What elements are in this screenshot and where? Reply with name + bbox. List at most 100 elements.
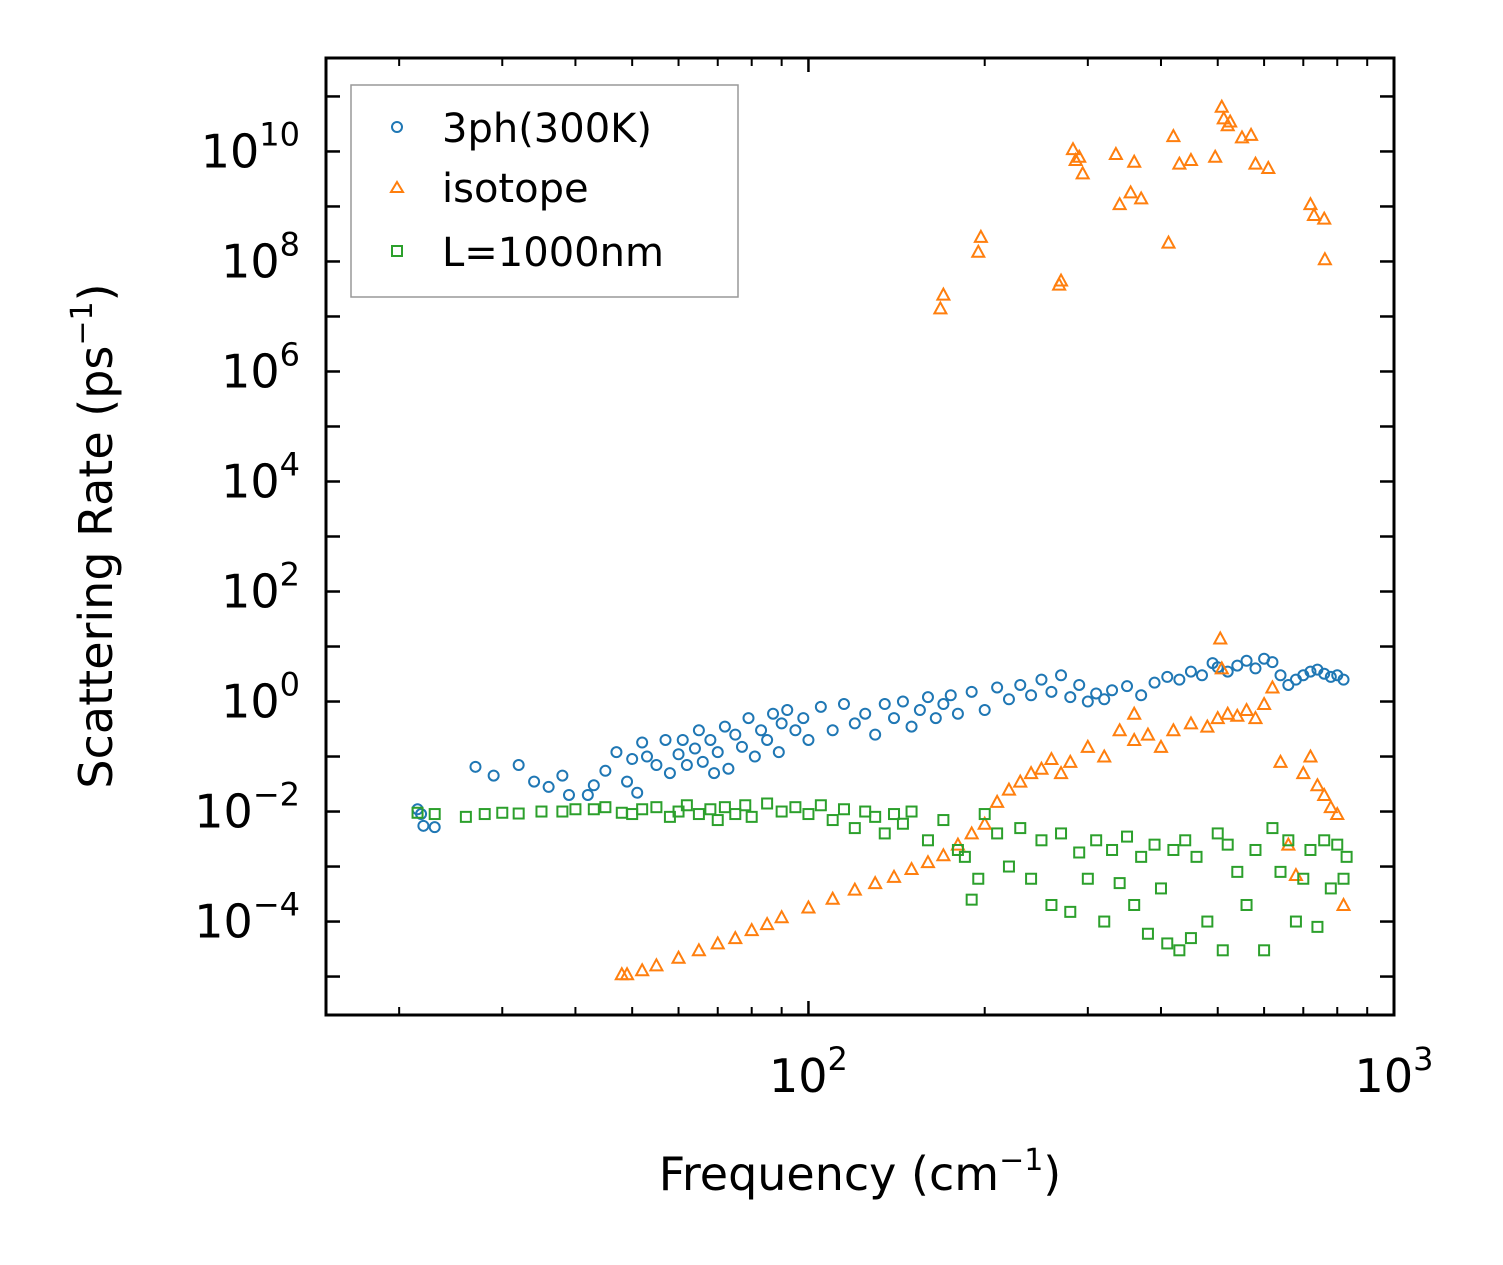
- data-point: [1055, 827, 1068, 840]
- data-point: [562, 788, 575, 801]
- data-point: [1207, 148, 1223, 163]
- data-point: [1165, 722, 1182, 737]
- data-point: [1190, 850, 1203, 863]
- data-point: [1126, 705, 1142, 720]
- data-point: [512, 807, 525, 820]
- data-point: [1231, 659, 1244, 672]
- data-point: [755, 724, 768, 737]
- data-point: [789, 801, 802, 814]
- y-tick-label: 1010: [201, 115, 300, 178]
- data-point: [1258, 944, 1271, 957]
- data-point: [1014, 678, 1027, 691]
- data-point: [1331, 838, 1344, 851]
- data-point: [1035, 834, 1048, 847]
- data-point: [1214, 660, 1230, 675]
- data-point: [1183, 715, 1199, 730]
- data-point: [1179, 834, 1192, 847]
- data-point: [415, 808, 428, 821]
- data-point: [744, 921, 760, 937]
- y-axis-title: Scattering Rate (ps−1): [65, 283, 123, 788]
- data-point: [905, 805, 918, 818]
- data-point: [761, 733, 774, 746]
- data-point: [1173, 673, 1186, 686]
- data-point: [556, 769, 569, 782]
- data-point: [1183, 151, 1199, 166]
- data-point: [878, 827, 891, 840]
- data-point: [1045, 898, 1058, 911]
- data-point: [704, 803, 717, 816]
- data-point: [581, 788, 594, 801]
- data-point: [739, 799, 752, 812]
- data-point: [1080, 738, 1096, 753]
- data-point: [1098, 693, 1111, 706]
- data-point: [1096, 748, 1112, 763]
- data-point: [1264, 679, 1281, 694]
- data-point: [1184, 665, 1197, 678]
- data-point: [1324, 670, 1337, 683]
- data-point: [1289, 915, 1302, 928]
- data-point: [1199, 718, 1216, 733]
- data-point: [478, 808, 491, 821]
- data-point: [814, 799, 827, 812]
- data-point: [1211, 661, 1224, 674]
- data-point: [1221, 838, 1234, 851]
- data-point: [1121, 830, 1134, 843]
- data-point: [1212, 630, 1228, 645]
- data-point: [1249, 662, 1262, 675]
- data-point: [1135, 850, 1148, 863]
- data-point: [869, 728, 882, 741]
- data-point: [1302, 748, 1319, 763]
- y-tick-label: 10−4: [194, 886, 300, 949]
- data-point: [847, 881, 863, 896]
- data-point: [1025, 689, 1038, 702]
- data-point: [729, 728, 742, 741]
- data-point: [797, 712, 810, 725]
- data-point: [634, 962, 650, 977]
- data-point: [708, 767, 721, 780]
- data-point: [1280, 836, 1297, 851]
- data-point: [913, 704, 926, 717]
- data-point: [1309, 777, 1326, 792]
- data-point: [692, 808, 705, 821]
- series-1: [614, 98, 1352, 981]
- legend-marker-isotope: [389, 180, 405, 193]
- data-point: [991, 681, 1004, 694]
- data-point: [512, 759, 525, 772]
- data-point: [1222, 113, 1238, 128]
- data-point: [1073, 678, 1086, 691]
- data-point: [610, 746, 623, 759]
- data-point: [848, 717, 861, 730]
- data-point: [761, 797, 774, 810]
- data-point: [528, 775, 541, 788]
- data-point: [1161, 670, 1174, 683]
- data-point: [1184, 932, 1197, 945]
- data-point: [965, 685, 978, 698]
- data-point: [772, 746, 785, 759]
- data-point: [1173, 944, 1186, 957]
- data-layer: [411, 98, 1353, 981]
- data-point: [680, 799, 693, 812]
- data-point: [718, 720, 731, 733]
- data-point: [965, 893, 978, 906]
- data-point: [459, 810, 472, 823]
- data-point: [937, 698, 950, 711]
- data-point: [650, 759, 663, 772]
- legend-label-3ph: 3ph(300K): [442, 106, 652, 152]
- data-point: [672, 748, 685, 761]
- y-tick-label: 10−2: [194, 776, 300, 839]
- data-point: [775, 717, 788, 730]
- data-point: [814, 700, 827, 713]
- data-point: [921, 691, 934, 704]
- data-point: [1148, 838, 1161, 851]
- data-point: [1234, 129, 1250, 144]
- data-point: [1247, 709, 1264, 725]
- data-point: [587, 803, 600, 816]
- x-tick-label: 102: [769, 1040, 848, 1103]
- data-point: [745, 810, 758, 823]
- data-point: [1160, 234, 1177, 249]
- data-point: [1214, 98, 1230, 113]
- data-point: [1122, 184, 1139, 199]
- data-point: [1318, 834, 1331, 847]
- data-point: [663, 767, 676, 780]
- data-point: [1195, 669, 1208, 682]
